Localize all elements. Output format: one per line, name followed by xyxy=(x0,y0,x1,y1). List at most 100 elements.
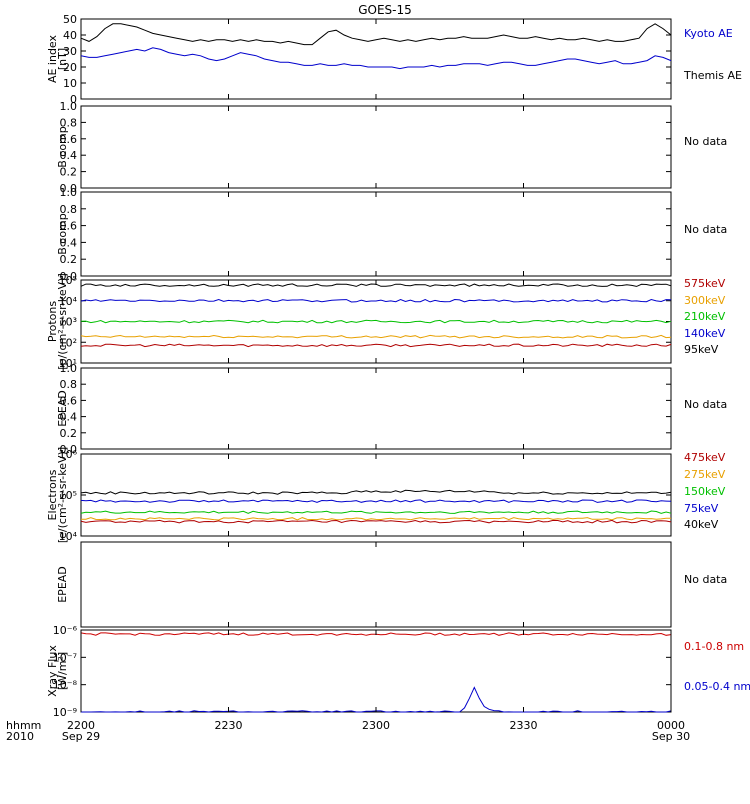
panels-group: 0 10 20 30 40 50 AE index[nT] Kyoto AE Themis AE… xyxy=(46,13,750,719)
legend-label: 95keV xyxy=(684,343,719,356)
panel-frame xyxy=(80,629,672,713)
y-axis-label: B comp xyxy=(56,126,69,168)
legend-label: 275keV xyxy=(684,468,726,481)
series-line-575kev xyxy=(80,343,672,348)
panel-frame xyxy=(80,541,672,628)
y-axis-label: [nT] xyxy=(56,48,69,70)
x-tick-label: 0000 xyxy=(657,719,685,732)
legend-label: 75keV xyxy=(684,502,719,515)
y-axis-label: [e/(cm²-s-sr-keV)] xyxy=(56,447,69,543)
legend-label: No data xyxy=(684,223,727,236)
y-axis-label: [W/m²] xyxy=(56,652,69,690)
legend-label: No data xyxy=(684,573,727,586)
legend-label: 575keV xyxy=(684,277,726,290)
panel-frame xyxy=(80,453,672,537)
y-tick-label: 30 xyxy=(63,45,77,58)
panel-bcomp1: 0.0 0.2 0.4 0.6 0.8 1.0 B comp No data xyxy=(56,100,727,195)
legend-label: No data xyxy=(684,398,727,411)
y-tick-label: 0 xyxy=(70,93,77,106)
y-tick-label: 0.6 xyxy=(60,220,78,233)
legend-label: 300keV xyxy=(684,294,726,307)
y-tick-label: 10⁻⁸ xyxy=(53,679,78,692)
y-tick-label: 10⁻⁹ xyxy=(53,706,77,719)
y-tick-label: 10⁵ xyxy=(59,274,77,287)
series-line-themis-ae xyxy=(80,23,672,46)
panel-ae: 0 10 20 30 40 50 AE index[nT] Kyoto AE Themis AE xyxy=(46,13,742,106)
legend-label: 210keV xyxy=(684,310,726,323)
x-tick-date-label: Sep 30 xyxy=(652,730,690,743)
y-tick-label: 0.0 xyxy=(60,182,78,195)
panel-protons: 10¹ 10² 10³ 10⁴ 10⁵ Protons[p/(cm²-s-sr-keV)]… xyxy=(46,273,726,370)
y-tick-label: 0.4 xyxy=(60,411,78,424)
legend-label: No data xyxy=(684,135,727,148)
y-tick-label: 0.2 xyxy=(60,427,78,440)
panel-frame xyxy=(80,367,672,450)
series-line-210kev xyxy=(80,319,672,324)
legend-label: 150keV xyxy=(684,485,726,498)
y-axis-label: Xray Flux xyxy=(46,645,59,697)
panel-xray: 10⁻⁹ 10⁻⁸ 10⁻⁷ 10⁻⁶ Xray Flux[W/m²] 0.1-0.8 n… xyxy=(46,624,750,719)
series-line-475kev xyxy=(80,519,672,524)
series-line-150kev xyxy=(80,510,672,514)
series-line-40kev xyxy=(80,489,672,495)
panel-frame xyxy=(80,191,672,277)
y-axis-label: EPEAD xyxy=(56,390,69,427)
y-tick-label: 0.8 xyxy=(60,116,78,129)
y-tick-label: 0.6 xyxy=(60,133,78,146)
y-tick-label: 50 xyxy=(63,13,77,26)
y-tick-label: 0.2 xyxy=(60,253,78,266)
plot-title: GOES-15 xyxy=(358,3,412,17)
series-line-75kev xyxy=(80,499,672,503)
y-axis-label: [p/(cm²-s-sr-keV)] xyxy=(56,273,69,370)
legend-label: 0.1-0.8 nm xyxy=(684,640,744,653)
y-tick-label: 0.2 xyxy=(60,166,78,179)
y-tick-label: 0.0 xyxy=(60,443,78,456)
y-tick-label: 0.4 xyxy=(60,149,78,162)
legend-label: 0.05-0.4 nm xyxy=(684,680,750,693)
y-tick-label: 20 xyxy=(63,61,77,74)
series-line-275kev xyxy=(81,517,672,521)
series-line-kyoto-ae xyxy=(80,47,672,70)
legend-label: Kyoto AE xyxy=(684,27,733,40)
time-axis-year-label: 2010 xyxy=(6,730,34,743)
y-tick-label: 0.4 xyxy=(60,236,78,249)
panel-epead1: 0.0 0.2 0.4 0.6 0.8 1.0 EPEAD No data xyxy=(56,362,727,456)
y-tick-label: 10⁶ xyxy=(59,448,78,461)
legend-label: Themis AE xyxy=(683,69,742,82)
legend-label: 40keV xyxy=(684,518,719,531)
series-line-300kev xyxy=(80,334,672,339)
series-line-140kev xyxy=(80,298,672,303)
y-tick-label: 0.6 xyxy=(60,394,78,407)
y-axis-label: EPEAD xyxy=(56,566,69,603)
panel-frame xyxy=(80,18,672,100)
x-tick-label: 2300 xyxy=(362,719,390,732)
y-tick-label: 0.0 xyxy=(60,270,78,283)
y-axis-label: Protons xyxy=(46,301,59,342)
y-tick-label: 10³ xyxy=(59,316,77,329)
panel-frame xyxy=(80,105,672,189)
y-tick-label: 10⁻⁶ xyxy=(53,624,78,637)
y-axis-label: B comp xyxy=(56,213,69,255)
y-tick-label: 10⁴ xyxy=(59,530,78,543)
y-tick-label: 10⁴ xyxy=(59,295,78,308)
legend-label: 475keV xyxy=(684,451,726,464)
x-tick-label: 2230 xyxy=(215,719,243,732)
y-tick-label: 10² xyxy=(59,336,77,349)
y-tick-label: 10⁵ xyxy=(59,489,77,502)
y-axis-label: AE index xyxy=(46,34,59,83)
panel-epead2: EPEAD No data xyxy=(56,541,727,628)
y-tick-label: 10 xyxy=(63,77,77,90)
x-tick-label: 2200 xyxy=(67,719,95,732)
time-axis-format-label: hhmm xyxy=(6,719,41,732)
y-tick-label: 1.0 xyxy=(60,186,78,199)
panel-bcomp2: 0.0 0.2 0.4 0.6 0.8 1.0 B comp No data xyxy=(56,186,727,283)
x-tick-label: 2330 xyxy=(510,719,538,732)
legend-label: 140keV xyxy=(684,327,726,340)
y-tick-label: 1.0 xyxy=(60,100,78,113)
y-tick-label: 0.8 xyxy=(60,203,78,216)
y-axis-label: Electrons xyxy=(46,469,59,520)
y-tick-label: 40 xyxy=(63,29,77,42)
